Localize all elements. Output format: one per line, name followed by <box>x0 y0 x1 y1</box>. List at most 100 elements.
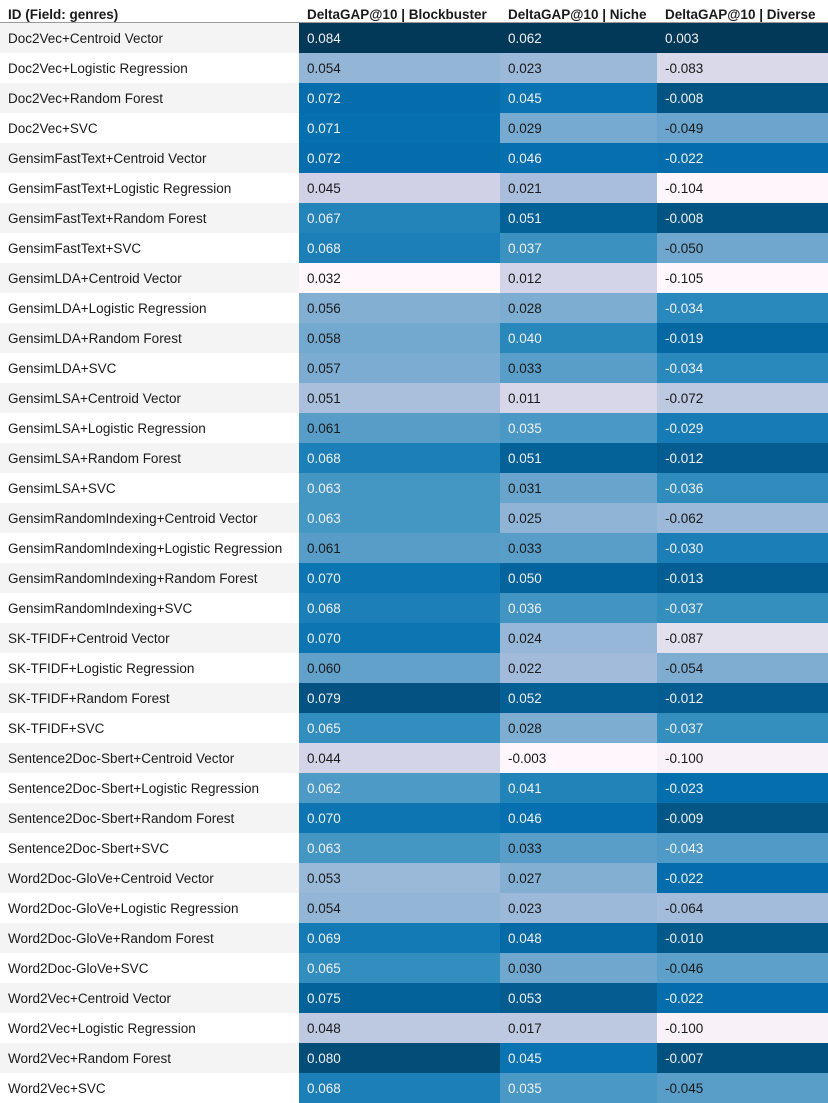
niche-cell: 0.048 <box>500 923 657 953</box>
table-row: Sentence2Doc-Sbert+Logistic Regression 0.… <box>0 773 828 803</box>
niche-cell: 0.033 <box>500 833 657 863</box>
niche-cell: 0.022 <box>500 653 657 683</box>
blockbuster-cell: 0.070 <box>299 623 500 653</box>
table-row: GensimFastText+Logistic Regression 0.045 0… <box>0 173 828 203</box>
diverse-cell: -0.022 <box>657 983 828 1013</box>
niche-cell: 0.053 <box>500 983 657 1013</box>
diverse-cell: 0.003 <box>657 22 828 53</box>
row-id-cell: GensimFastText+Centroid Vector <box>0 143 299 173</box>
column-header-blockbuster: DeltaGAP@10 | Blockbuster <box>299 0 500 23</box>
diverse-cell: -0.012 <box>657 683 828 713</box>
diverse-cell: -0.087 <box>657 623 828 653</box>
diverse-cell: -0.008 <box>657 83 828 113</box>
table-row: GensimRandomIndexing+SVC 0.068 0.036 -0.037 <box>0 593 828 623</box>
table-row: Word2Vec+Random Forest 0.080 0.045 -0.007 <box>0 1043 828 1073</box>
table-row: GensimRandomIndexing+Centroid Vector 0.06… <box>0 503 828 533</box>
blockbuster-cell: 0.054 <box>299 53 500 83</box>
niche-cell: 0.045 <box>500 1043 657 1073</box>
blockbuster-cell: 0.069 <box>299 923 500 953</box>
diverse-cell: -0.029 <box>657 413 828 443</box>
blockbuster-cell: 0.048 <box>299 1013 500 1043</box>
niche-cell: 0.029 <box>500 113 657 143</box>
niche-cell: 0.033 <box>500 533 657 563</box>
niche-cell: 0.035 <box>500 1073 657 1103</box>
row-id-cell: Word2Vec+Random Forest <box>0 1043 299 1073</box>
blockbuster-cell: 0.080 <box>299 1043 500 1073</box>
blockbuster-cell: 0.063 <box>299 503 500 533</box>
row-id-cell: Sentence2Doc-Sbert+Centroid Vector <box>0 743 299 773</box>
niche-cell: 0.011 <box>500 383 657 413</box>
niche-cell: 0.045 <box>500 83 657 113</box>
column-header-niche: DeltaGAP@10 | Niche <box>500 0 657 23</box>
blockbuster-cell: 0.062 <box>299 773 500 803</box>
header-row: ID (Field: genres) DeltaGAP@10 | Blockbu… <box>0 0 828 23</box>
row-id-cell: GensimRandomIndexing+Logistic Regression <box>0 533 299 563</box>
diverse-cell: -0.043 <box>657 833 828 863</box>
blockbuster-cell: 0.063 <box>299 833 500 863</box>
table-row: GensimLSA+Centroid Vector 0.051 0.011 -0.07… <box>0 383 828 413</box>
blockbuster-cell: 0.057 <box>299 353 500 383</box>
blockbuster-cell: 0.071 <box>299 113 500 143</box>
blockbuster-cell: 0.079 <box>299 683 500 713</box>
row-id-cell: GensimFastText+SVC <box>0 233 299 263</box>
diverse-cell: -0.034 <box>657 353 828 383</box>
table-row: Word2Vec+SVC 0.068 0.035 -0.045 <box>0 1073 828 1103</box>
niche-cell: 0.052 <box>500 683 657 713</box>
table-row: GensimLSA+Logistic Regression 0.061 0.035-… <box>0 413 828 443</box>
row-id-cell: Word2Doc-GloVe+Logistic Regression <box>0 893 299 923</box>
diverse-cell: -0.036 <box>657 473 828 503</box>
row-id-cell: SK-TFIDF+Logistic Regression <box>0 653 299 683</box>
blockbuster-cell: 0.072 <box>299 83 500 113</box>
table-row: SK-TFIDF+Random Forest 0.079 0.052 -0.012 <box>0 683 828 713</box>
table-row: GensimLSA+SVC 0.063 0.031 -0.036 <box>0 473 828 503</box>
blockbuster-cell: 0.084 <box>299 22 500 53</box>
row-id-cell: GensimLDA+SVC <box>0 353 299 383</box>
diverse-cell: -0.050 <box>657 233 828 263</box>
diverse-cell: -0.049 <box>657 113 828 143</box>
blockbuster-cell: 0.065 <box>299 953 500 983</box>
row-id-cell: Word2Vec+Centroid Vector <box>0 983 299 1013</box>
niche-cell: 0.041 <box>500 773 657 803</box>
diverse-cell: -0.012 <box>657 443 828 473</box>
diverse-cell: -0.008 <box>657 203 828 233</box>
table-row: Doc2Vec+Centroid Vector 0.084 0.062 0.003 <box>0 22 828 53</box>
table-row: Word2Doc-GloVe+Logistic Regression 0.054 0… <box>0 893 828 923</box>
table-row: Word2Doc-GloVe+Random Forest 0.069 0.048 -0… <box>0 923 828 953</box>
blockbuster-cell: 0.051 <box>299 383 500 413</box>
table-row: GensimRandomIndexing+Random Forest 0.070 0… <box>0 563 828 593</box>
diverse-cell: -0.022 <box>657 143 828 173</box>
blockbuster-cell: 0.068 <box>299 593 500 623</box>
blockbuster-cell: 0.054 <box>299 893 500 923</box>
table-row: GensimLDA+SVC 0.057 0.033 -0.034 <box>0 353 828 383</box>
table-row: GensimFastText+SVC 0.068 0.037 -0.050 <box>0 233 828 263</box>
table-row: GensimLDA+Random Forest 0.058 0.040 -0.019 <box>0 323 828 353</box>
table-row: Word2Doc-GloVe+SVC 0.065 0.030 -0.046 <box>0 953 828 983</box>
blockbuster-cell: 0.056 <box>299 293 500 323</box>
niche-cell: 0.040 <box>500 323 657 353</box>
row-id-cell: GensimLSA+Random Forest <box>0 443 299 473</box>
blockbuster-cell: 0.032 <box>299 263 500 293</box>
row-id-cell: GensimFastText+Logistic Regression <box>0 173 299 203</box>
table-row: Sentence2Doc-Sbert+Centroid Vector 0.044-… <box>0 743 828 773</box>
niche-cell: 0.024 <box>500 623 657 653</box>
row-id-cell: SK-TFIDF+SVC <box>0 713 299 743</box>
blockbuster-cell: 0.045 <box>299 173 500 203</box>
diverse-cell: -0.046 <box>657 953 828 983</box>
table-row: GensimFastText+Centroid Vector 0.072 0.046… <box>0 143 828 173</box>
niche-cell: 0.028 <box>500 713 657 743</box>
blockbuster-cell: 0.061 <box>299 533 500 563</box>
table-row: Sentence2Doc-Sbert+Random Forest 0.070 0.0… <box>0 803 828 833</box>
niche-cell: 0.050 <box>500 563 657 593</box>
row-id-cell: GensimLSA+Logistic Regression <box>0 413 299 443</box>
table-row: GensimLSA+Random Forest 0.068 0.051 -0.012 <box>0 443 828 473</box>
row-id-cell: SK-TFIDF+Random Forest <box>0 683 299 713</box>
blockbuster-cell: 0.060 <box>299 653 500 683</box>
niche-cell: 0.033 <box>500 353 657 383</box>
diverse-cell: -0.010 <box>657 923 828 953</box>
diverse-cell: -0.007 <box>657 1043 828 1073</box>
row-id-cell: GensimLDA+Random Forest <box>0 323 299 353</box>
niche-cell: 0.037 <box>500 233 657 263</box>
diverse-cell: -0.100 <box>657 743 828 773</box>
niche-cell: 0.023 <box>500 893 657 923</box>
